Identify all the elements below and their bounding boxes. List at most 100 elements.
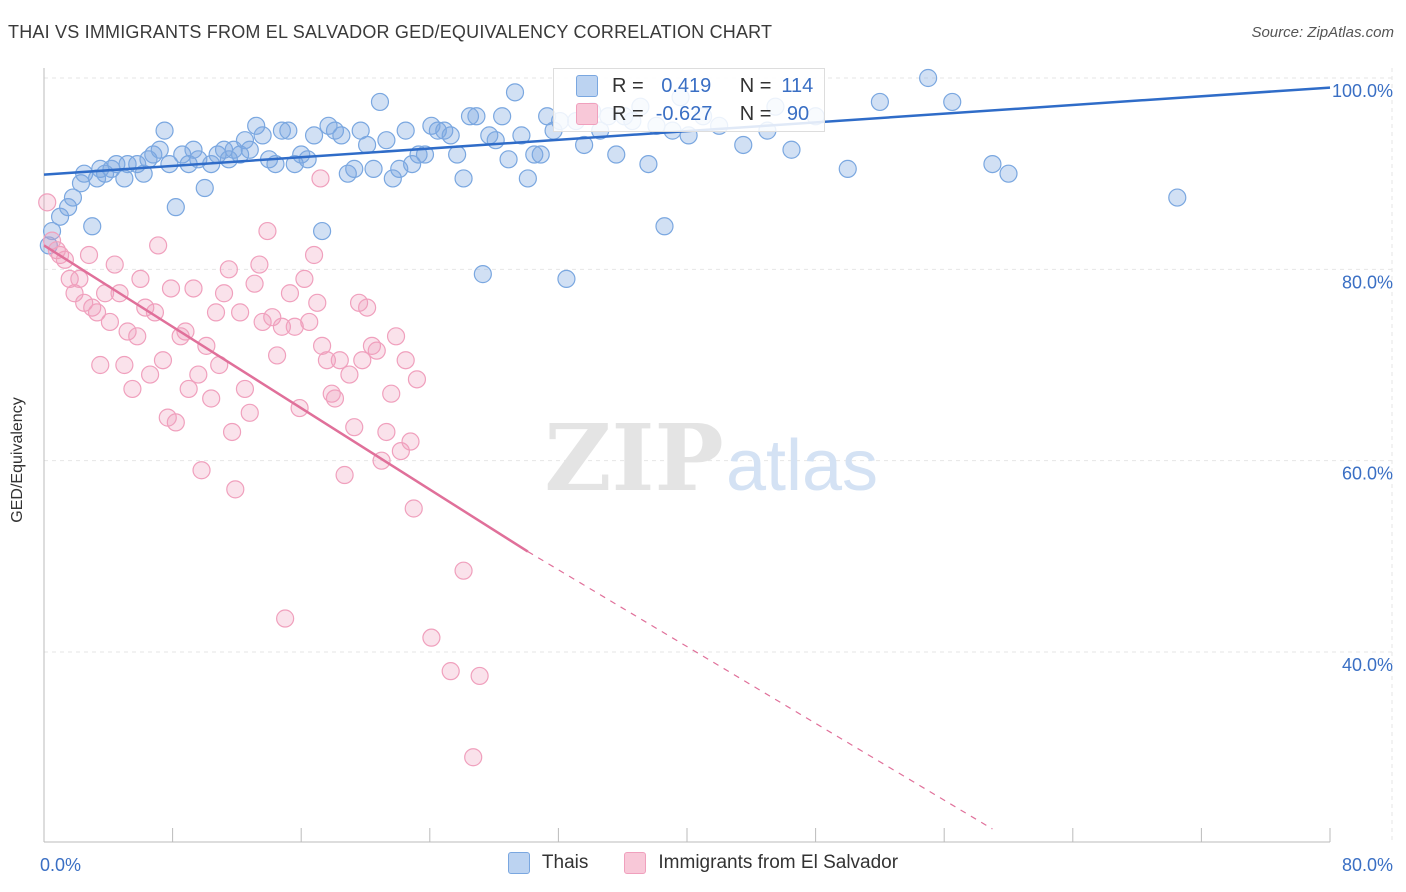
el-salvador-point (105, 255, 124, 274)
thais-point (943, 92, 962, 112)
thais-point (512, 126, 531, 145)
el-salvador-point (231, 303, 250, 322)
y-tick-label: 60.0% (1342, 464, 1393, 484)
thais-point (240, 140, 259, 159)
el-salvador-point (123, 379, 142, 399)
thais-point (607, 145, 626, 164)
n-label: N = (739, 102, 772, 125)
thais-point (345, 159, 364, 178)
r-label: R = (612, 102, 644, 125)
el-salvador-point (470, 666, 489, 686)
el-salvador-point (100, 312, 120, 332)
thais-point (370, 92, 390, 112)
el-salvador-point (250, 255, 269, 274)
r-value: 0.419 (655, 74, 712, 97)
thais-point (195, 178, 214, 198)
el-salvador-point (202, 389, 221, 408)
el-salvador-point (184, 279, 203, 298)
thais-point (505, 83, 525, 102)
legend-item-el-salvador: Immigrants from El Salvador (624, 852, 898, 874)
thais-point (160, 155, 179, 174)
thais-point (870, 92, 890, 112)
thais-point (364, 159, 383, 178)
el-salvador-trend-line (43, 244, 529, 553)
thais-point (166, 198, 185, 217)
thais-point (403, 155, 422, 174)
el-salvador-point (176, 322, 195, 341)
tick-labels: 100.0% 80.0% 60.0% 40.0% 0.0% 80.0% (40, 81, 1393, 875)
el-salvador-swatch (576, 103, 598, 125)
thais-point (298, 150, 317, 169)
thais-point (83, 217, 102, 236)
el-salvador-point (149, 236, 168, 255)
thais-point (383, 169, 402, 188)
el-salvador-trend-extension (527, 551, 993, 830)
el-salvador-point (454, 561, 473, 580)
legend-label-thais: Thais (541, 852, 589, 873)
el-salvador-point (404, 499, 423, 518)
el-salvador-point (464, 748, 483, 767)
el-salvador-point (60, 269, 79, 288)
thais-point (838, 159, 857, 178)
el-salvador-point (38, 193, 57, 212)
el-salvador-point (118, 322, 137, 341)
r-label: R = (612, 74, 644, 97)
el-salvador-point (179, 379, 198, 399)
thais-point (467, 107, 486, 126)
el-salvador-point (300, 312, 319, 332)
el-salvador-point (206, 303, 226, 322)
el-salvador-point (377, 422, 396, 442)
el-salvador-point (441, 662, 460, 681)
thais-point (575, 135, 594, 155)
el-salvador-point (345, 418, 364, 437)
thais-swatch (576, 75, 598, 97)
thais-point (59, 198, 78, 217)
el-salvador-point (263, 308, 282, 327)
el-salvador-point (407, 370, 427, 389)
thais-point (63, 188, 83, 207)
el-salvador-point (87, 303, 107, 322)
legend-label-el-salvador: Immigrants from El Salvador (658, 852, 899, 873)
el-salvador-point (214, 284, 234, 303)
el-salvador-point (91, 355, 110, 375)
el-salvador-point (358, 298, 377, 317)
thais-point (734, 135, 753, 155)
el-salvador-point (65, 284, 84, 303)
r-value: -0.627 (655, 102, 713, 125)
thais-point (499, 150, 518, 169)
watermark-zip: ZIP (544, 404, 723, 512)
thais-point (312, 221, 332, 241)
thais-point (557, 269, 576, 288)
el-salvador-point (189, 365, 208, 384)
thais-point (1168, 188, 1187, 207)
el-salvador-point (222, 422, 242, 442)
el-salvador-point (280, 284, 300, 303)
el-salvador-point (192, 461, 211, 480)
y-tick-label: 40.0% (1342, 655, 1393, 675)
thais-point (332, 126, 351, 145)
el-salvador-legend-swatch (624, 852, 647, 874)
axes (43, 68, 1331, 843)
el-salvador-point (245, 274, 264, 293)
el-salvador-point (340, 365, 359, 384)
thais-point (454, 169, 473, 188)
thais-point (441, 126, 460, 145)
thais-point (247, 116, 266, 135)
thais-point (235, 131, 255, 150)
el-salvador-point (79, 245, 99, 265)
el-salvador-point (115, 355, 134, 375)
thais-point (639, 155, 658, 174)
thais-point (279, 121, 298, 140)
data-points (38, 68, 1187, 767)
el-salvador-point (396, 351, 415, 370)
el-salvador-point (161, 279, 181, 298)
thais-point (983, 155, 1002, 174)
el-salvador-point (353, 351, 372, 370)
thais-legend-swatch (507, 852, 530, 874)
el-salvador-point (317, 351, 337, 370)
el-salvador-point (308, 293, 327, 312)
el-salvador-point (272, 317, 292, 336)
thais-point (42, 221, 62, 241)
thais-point (999, 164, 1018, 183)
thais-point (396, 121, 415, 140)
